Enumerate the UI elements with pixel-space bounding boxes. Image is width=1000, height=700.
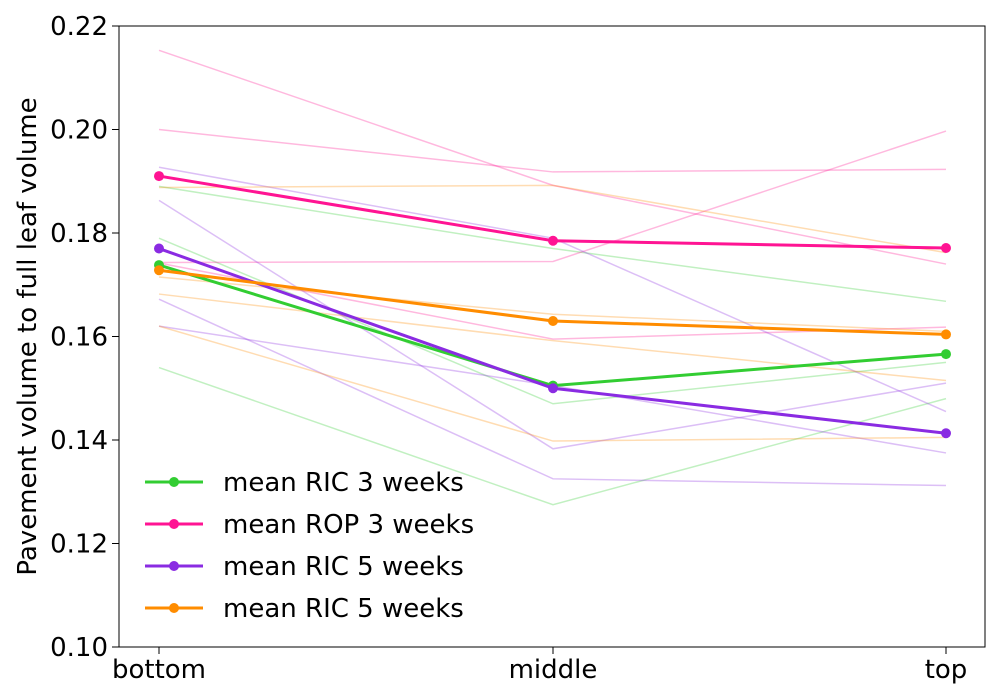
data-point [941, 428, 951, 439]
legend-label: mean ROP 3 weeks [223, 510, 474, 540]
individual-line [158, 366, 947, 506]
axes: 0.10 0.12 0.14 0.16 0.18 0.20 0.22 bottom middle… [50, 12, 986, 685]
y-tick-label: 0.10 [50, 633, 108, 663]
x-tick-label: bottom [112, 655, 206, 685]
y-tick-label: 0.22 [50, 12, 108, 42]
y-tick-label: 0.14 [50, 426, 108, 456]
legend-label: mean RIC 5 weeks [223, 594, 464, 624]
y-tick-label: 0.20 [50, 116, 108, 146]
individual-line [158, 49, 947, 265]
data-point [548, 235, 558, 246]
data-point [154, 171, 164, 182]
individual-line [158, 199, 947, 450]
data-point [941, 349, 951, 360]
data-point [548, 383, 558, 394]
individual-line [158, 237, 947, 405]
individual-line [158, 276, 947, 333]
y-tick-label: 0.12 [50, 530, 108, 560]
data-point [941, 329, 951, 340]
individual-line [158, 184, 947, 254]
legend-label: mean RIC 5 weeks [223, 552, 464, 582]
data-point [154, 243, 164, 254]
legend: mean RIC 3 weeks mean ROP 3 weeks mean RIC… [145, 468, 474, 624]
x-tick-label: middle [509, 655, 598, 685]
legend-marker [169, 603, 179, 613]
legend-label: mean RIC 3 weeks [223, 468, 464, 498]
legend-marker [169, 477, 179, 487]
data-point [941, 243, 951, 254]
individual-line [158, 185, 947, 303]
legend-marker [169, 519, 179, 529]
mean-lines [154, 171, 951, 439]
legend-marker [169, 561, 179, 571]
individual-lines [158, 49, 947, 506]
individual-line [158, 325, 947, 442]
individual-line [158, 298, 947, 487]
y-tick-label: 0.16 [50, 323, 108, 353]
individual-line [158, 293, 947, 382]
data-point [154, 265, 164, 276]
data-point [548, 315, 558, 326]
x-tick-label: top [925, 655, 968, 685]
y-axis-label: Pavement volume to full leaf volume [13, 97, 43, 575]
y-tick-label: 0.18 [50, 219, 108, 249]
individual-line [158, 130, 947, 264]
individual-line [158, 128, 947, 173]
